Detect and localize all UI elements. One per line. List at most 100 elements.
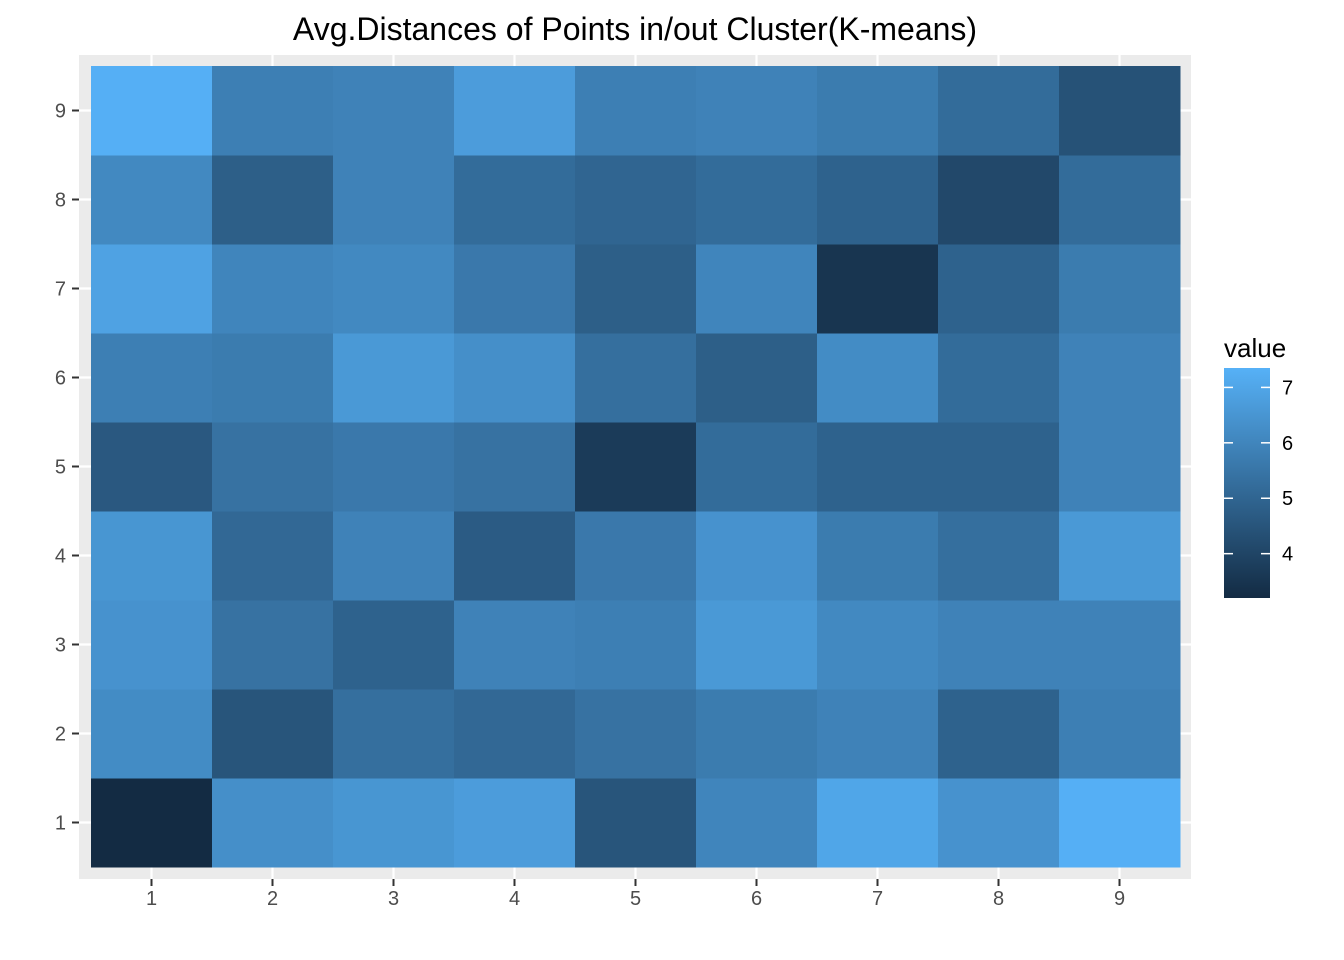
heatmap-cell	[212, 333, 334, 423]
heatmap-cell	[333, 244, 455, 334]
x-axis: 1 2 3 4 5 6 7 8 9	[146, 879, 1125, 910]
heatmap-cell	[817, 66, 939, 156]
heatmap-cell	[575, 600, 697, 690]
heatmap-cell	[575, 422, 697, 512]
heatmap-cell	[575, 155, 697, 245]
heatmap-cell	[575, 778, 697, 868]
heatmap-cell	[454, 66, 576, 156]
heatmap-cell	[212, 422, 334, 512]
y-tick-label: 3	[55, 635, 66, 657]
legend-colorbar	[1224, 368, 1270, 598]
heatmap-cell	[91, 422, 213, 512]
heatmap-cell	[212, 244, 334, 334]
y-tick-label: 6	[55, 368, 66, 390]
heatmap-cell	[212, 778, 334, 868]
heatmap-cell	[1059, 422, 1181, 512]
y-tick-label: 5	[55, 457, 66, 479]
heatmap-cell	[817, 333, 939, 423]
heatmap-cell	[938, 244, 1060, 334]
heatmap-cell	[212, 511, 334, 601]
heatmap-cell	[91, 155, 213, 245]
heatmap-cell	[91, 689, 213, 779]
heatmap-cell	[1059, 600, 1181, 690]
heatmap-cell	[817, 689, 939, 779]
heatmap-cell	[1059, 66, 1181, 156]
heatmap-cell	[454, 689, 576, 779]
x-tick-label: 9	[1114, 888, 1125, 910]
heatmap-cell	[333, 511, 455, 601]
legend-tick-label: 6	[1282, 433, 1293, 455]
heatmap-cell	[91, 244, 213, 334]
y-tick-label: 4	[55, 546, 66, 568]
heatmap-cell	[696, 689, 818, 779]
heatmap-cell	[1059, 778, 1181, 868]
heatmap-cell	[817, 155, 939, 245]
legend-ticks: 4 5 6 7	[1224, 377, 1293, 566]
heatmap-cell	[333, 155, 455, 245]
heatmap-cell	[1059, 689, 1181, 779]
heatmap-cell	[938, 66, 1060, 156]
x-tick-label: 6	[751, 888, 762, 910]
heatmap-cell	[333, 333, 455, 423]
x-tick-label: 8	[993, 888, 1004, 910]
heatmap-cell	[333, 422, 455, 512]
legend-tick-label: 4	[1282, 544, 1293, 566]
heatmap-cell	[696, 155, 818, 245]
heatmap-cell	[91, 333, 213, 423]
heatmap-cell	[696, 778, 818, 868]
legend-tick-label: 5	[1282, 488, 1293, 510]
heatmap-cell	[696, 333, 818, 423]
y-tick-label: 9	[55, 101, 66, 123]
heatmap-cell	[575, 333, 697, 423]
heatmap-cell	[938, 155, 1060, 245]
heatmap-cell	[817, 422, 939, 512]
heatmap-cell	[575, 244, 697, 334]
heatmap-cell	[817, 511, 939, 601]
heatmap-cell	[938, 511, 1060, 601]
heatmap-cell	[454, 511, 576, 601]
heatmap-cell	[454, 155, 576, 245]
heatmap-cell	[91, 778, 213, 868]
heatmap-cell	[212, 155, 334, 245]
heatmap-cell	[1059, 511, 1181, 601]
x-tick-label: 3	[388, 888, 399, 910]
heatmap-cell	[1059, 333, 1181, 423]
heatmap-cells	[91, 66, 1181, 868]
heatmap-cell	[938, 689, 1060, 779]
x-tick-label: 7	[872, 888, 883, 910]
heatmap-cell	[938, 333, 1060, 423]
heatmap-cell	[575, 66, 697, 156]
y-tick-label: 8	[55, 190, 66, 212]
heatmap-cell	[454, 600, 576, 690]
legend-tick-label: 7	[1282, 377, 1293, 399]
y-tick-label: 1	[55, 813, 66, 835]
heatmap-cell	[1059, 244, 1181, 334]
heatmap-cell	[454, 244, 576, 334]
heatmap-cell	[91, 600, 213, 690]
heatmap-cell	[817, 778, 939, 868]
x-tick-label: 5	[630, 888, 641, 910]
heatmap-cell	[696, 422, 818, 512]
heatmap-cell	[938, 600, 1060, 690]
legend-title: value	[1224, 333, 1286, 363]
heatmap-cell	[575, 689, 697, 779]
heatmap-cell	[938, 778, 1060, 868]
y-tick-label: 2	[55, 724, 66, 746]
x-tick-label: 1	[146, 888, 157, 910]
heatmap-cell	[696, 511, 818, 601]
heatmap-cell	[1059, 155, 1181, 245]
heatmap-cell	[333, 600, 455, 690]
heatmap-cell	[212, 66, 334, 156]
heatmap-cell	[696, 600, 818, 690]
heatmap-cell	[333, 778, 455, 868]
heatmap-cell	[454, 778, 576, 868]
heatmap-cell	[454, 333, 576, 423]
heatmap-cell	[938, 422, 1060, 512]
x-tick-label: 4	[509, 888, 520, 910]
heatmap-cell	[91, 511, 213, 601]
heatmap-cell	[333, 66, 455, 156]
heatmap-cell	[575, 511, 697, 601]
heatmap-cell	[91, 66, 213, 156]
y-tick-label: 7	[55, 279, 66, 301]
